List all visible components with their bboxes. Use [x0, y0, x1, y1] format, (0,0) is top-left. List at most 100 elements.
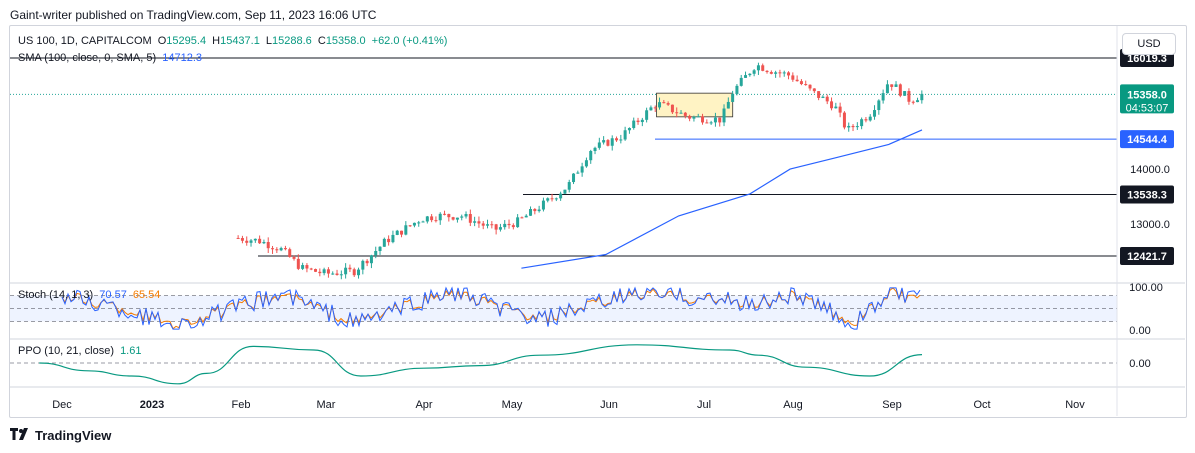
candle-body: [434, 220, 438, 222]
candle-body: [920, 93, 924, 101]
current-price-label: 15358.0: [1127, 89, 1167, 101]
open-value: 15295.4: [166, 35, 207, 47]
candle-body: [649, 107, 653, 111]
candle-body: [395, 230, 399, 235]
candle-body: [911, 101, 915, 103]
candle-body: [494, 224, 498, 230]
candle-body: [550, 198, 554, 200]
candle-body: [739, 77, 743, 86]
candle-body: [460, 216, 464, 218]
symbol-label[interactable]: US 100, 1D, CAPITALCOM: [18, 35, 152, 47]
sma-legend: SMA (100, close, 0, SMA, 5) 14712.3: [18, 52, 205, 64]
candle-body: [799, 81, 803, 85]
candle-body: [584, 160, 588, 167]
close-label: C: [317, 35, 326, 47]
candle-body: [318, 271, 322, 274]
candle-body: [675, 112, 679, 114]
candle-body: [795, 79, 799, 82]
candle-body: [357, 269, 361, 276]
candle-body: [245, 240, 249, 243]
candle-body: [468, 214, 472, 223]
time-axis-label: May: [502, 399, 523, 411]
candle-body: [455, 217, 459, 220]
candle-body: [296, 258, 300, 269]
candle-body: [761, 65, 765, 71]
candle-body: [430, 216, 434, 221]
sma-label[interactable]: SMA (100, close, 0, SMA, 5): [18, 52, 157, 64]
candle-body: [314, 269, 318, 272]
time-axis-label: Jun: [600, 399, 618, 411]
stoch-label[interactable]: Stoch (14, 1, 3): [18, 289, 94, 301]
ppo-label[interactable]: PPO (10, 21, close): [18, 345, 114, 357]
candle-body: [903, 91, 907, 96]
ppo-line: [39, 344, 923, 385]
candle-body: [623, 130, 627, 140]
candle-body: [344, 267, 348, 275]
candle-body: [576, 172, 580, 174]
sma-value: 14712.3: [162, 52, 202, 64]
high-label: H: [212, 35, 221, 47]
candle-body: [645, 110, 649, 120]
candle-body: [387, 238, 391, 243]
main-legend: US 100, 1D, CAPITALCOM O15295.4 H15437.1…: [18, 35, 450, 47]
currency-button[interactable]: USD: [1122, 33, 1176, 55]
candle-body: [916, 100, 920, 103]
candle-body: [636, 120, 640, 123]
sma-line: [521, 129, 923, 269]
stoch-tick-label: 0.00: [1129, 325, 1150, 337]
candle-body: [443, 213, 447, 215]
tradingview-logo-icon: [10, 428, 30, 443]
candle-body: [477, 221, 481, 224]
countdown-label: 04:53:07: [1126, 102, 1169, 114]
candle-body: [701, 116, 705, 123]
candle-body: [748, 73, 752, 76]
candle-body: [610, 138, 614, 146]
candle-body: [464, 214, 468, 217]
candle-body: [253, 238, 257, 241]
time-axis-label: Apr: [415, 399, 432, 411]
candle-body: [864, 119, 868, 121]
candle-body: [283, 248, 287, 250]
candle-body: [326, 269, 330, 274]
level-price-label: 13538.3: [1127, 190, 1167, 202]
candle-body: [752, 70, 756, 74]
candle-body: [421, 221, 425, 223]
candle-body: [683, 112, 687, 116]
candle-body: [791, 75, 795, 80]
time-axis-label: Oct: [973, 399, 990, 411]
candle-body: [894, 84, 898, 87]
candle-body: [305, 265, 309, 269]
candle-body: [597, 142, 601, 148]
candle-body: [309, 268, 313, 270]
candle-body: [537, 209, 541, 212]
candle-body: [709, 122, 713, 124]
candle-body: [554, 198, 558, 200]
candle-body: [335, 273, 339, 275]
candle-body: [541, 200, 545, 210]
candle-body: [662, 102, 666, 104]
candle-body: [580, 166, 584, 173]
candle-body: [593, 147, 597, 152]
candle-body: [279, 248, 283, 251]
footer-brand-name: TradingView: [35, 428, 112, 443]
high-value: 15437.1: [220, 35, 260, 47]
candle-body: [602, 140, 606, 143]
candle-body: [288, 249, 292, 257]
candle-body: [851, 125, 855, 128]
candle-body: [249, 240, 253, 243]
candle-body: [240, 238, 244, 241]
candle-body: [735, 85, 739, 94]
candle-body: [778, 72, 782, 74]
candle-body: [885, 84, 889, 94]
candle-body: [808, 84, 812, 89]
chart-panel[interactable]: [9, 25, 1187, 418]
candle-body: [821, 96, 825, 98]
price-tick-label: 14000.0: [1130, 164, 1170, 176]
candle-body: [855, 126, 859, 128]
candle-body: [787, 72, 791, 76]
candle-body: [881, 93, 885, 101]
ppo-legend: PPO (10, 21, close) 1.61: [18, 345, 144, 357]
time-axis-label: Jul: [697, 399, 711, 411]
footer-brand: TradingView: [10, 428, 111, 443]
